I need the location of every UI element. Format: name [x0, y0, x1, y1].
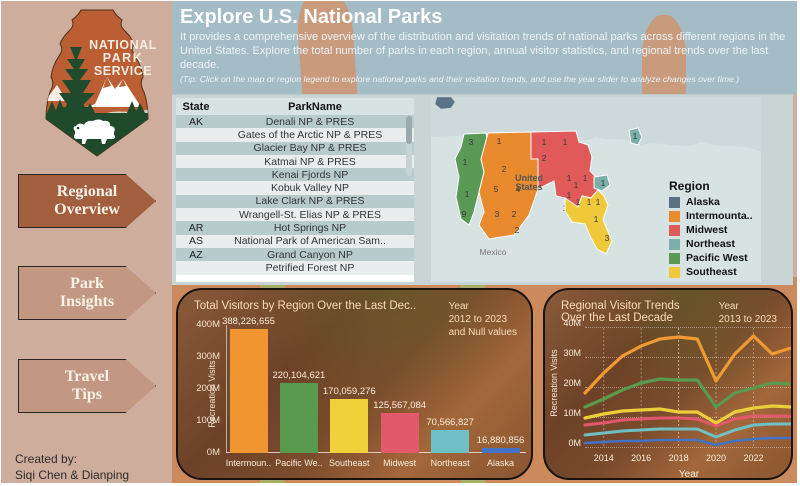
svg-text:1: 1	[574, 180, 579, 190]
svg-text:3: 3	[469, 137, 474, 147]
svg-text:1: 1	[587, 197, 592, 207]
svg-text:1: 1	[567, 173, 572, 183]
svg-text:1: 1	[633, 131, 638, 141]
svg-text:3: 3	[605, 233, 610, 243]
svg-text:1: 1	[542, 137, 547, 147]
svg-text:1: 1	[567, 190, 572, 200]
svg-text:3: 3	[495, 209, 500, 219]
svg-text:2: 2	[502, 164, 507, 174]
svg-text:9: 9	[462, 209, 467, 219]
svg-text:1: 1	[594, 214, 599, 224]
svg-text:2: 2	[512, 209, 517, 219]
svg-text:5: 5	[494, 184, 499, 194]
svg-text:1: 1	[596, 197, 601, 207]
svg-text:1: 1	[601, 178, 606, 188]
svg-text:2: 2	[542, 153, 547, 163]
svg-text:SERVICE: SERVICE	[94, 64, 152, 78]
svg-text:1: 1	[563, 137, 568, 147]
svg-text:1: 1	[465, 189, 470, 199]
svg-text:1: 1	[497, 136, 502, 146]
svg-text:1: 1	[463, 157, 468, 167]
svg-text:NATIONAL: NATIONAL	[89, 38, 157, 52]
svg-text:1: 1	[583, 173, 588, 183]
svg-text:Mexico: Mexico	[480, 247, 507, 257]
svg-text:PARK: PARK	[103, 51, 144, 65]
svg-text:2: 2	[515, 225, 520, 235]
svg-text:States: States	[515, 182, 542, 192]
svg-text:1: 1	[576, 197, 581, 207]
